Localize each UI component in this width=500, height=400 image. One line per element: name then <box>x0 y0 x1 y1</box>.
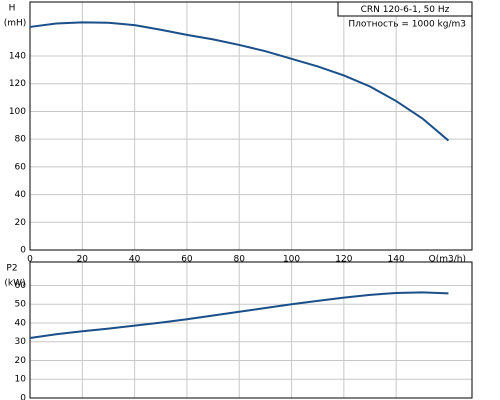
y-tick-label: 80 <box>15 135 27 145</box>
curve <box>29 21 450 142</box>
y-tick-label: 30 <box>15 337 27 347</box>
x-tick-label: 80 <box>234 255 246 265</box>
x-axis-label: Q(m3/h) <box>429 255 466 265</box>
y-tick-label: 40 <box>15 318 27 328</box>
x-tick-label: 40 <box>129 255 141 265</box>
x-tick-label: 100 <box>283 255 300 265</box>
title-box <box>337 1 473 17</box>
y-tick-label: 100 <box>9 107 26 117</box>
x-tick-label: 120 <box>335 255 352 265</box>
x-tick-label: 60 <box>181 255 193 265</box>
x-tick-label: 0 <box>27 255 33 265</box>
y-tick-label: 20 <box>15 356 27 366</box>
x-tick-label: 20 <box>77 255 89 265</box>
y-tick-label: 60 <box>15 281 27 291</box>
y-axis-label: H <box>9 4 16 14</box>
y-tick-label: 20 <box>15 218 27 228</box>
y-tick-label: 120 <box>9 79 26 89</box>
x-tick-label: 140 <box>388 255 405 265</box>
y-axis-unit: (kW) <box>4 279 25 289</box>
y-tick-label: 60 <box>15 162 27 172</box>
plot-frame <box>29 1 473 251</box>
y-tick-label: 0 <box>20 394 26 400</box>
plot-frame <box>29 261 473 399</box>
y-tick-label: 50 <box>15 300 27 310</box>
chart-title: CRN 120-6-1, 50 Hz <box>361 5 450 15</box>
chart-subtitle: Плотность = 1000 kg/m3 <box>348 20 466 30</box>
y-tick-label: 140 <box>9 52 26 62</box>
curve <box>29 291 449 339</box>
y-tick-label: 0 <box>20 246 26 256</box>
y-axis-unit: (mH) <box>4 19 27 29</box>
y-tick-label: 10 <box>15 375 27 385</box>
y-tick-label: 40 <box>15 190 27 200</box>
y-axis-label: P2 <box>6 264 17 274</box>
